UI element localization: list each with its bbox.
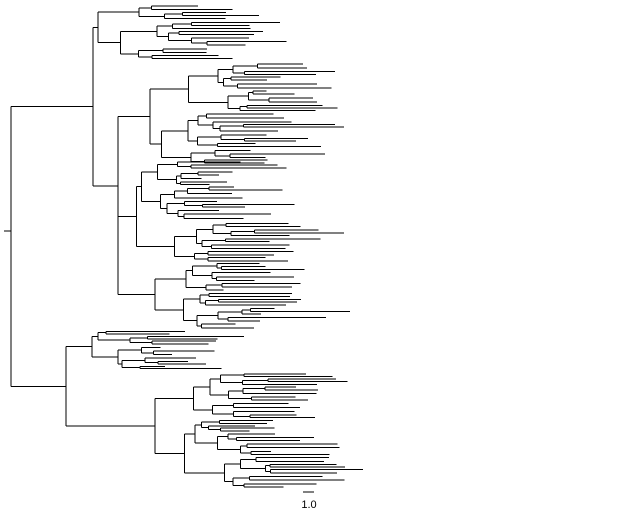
scale-bar-label: 1.0: [301, 499, 316, 510]
tree-branches: [4, 5, 364, 488]
scale-bar: 1.0: [301, 491, 317, 510]
